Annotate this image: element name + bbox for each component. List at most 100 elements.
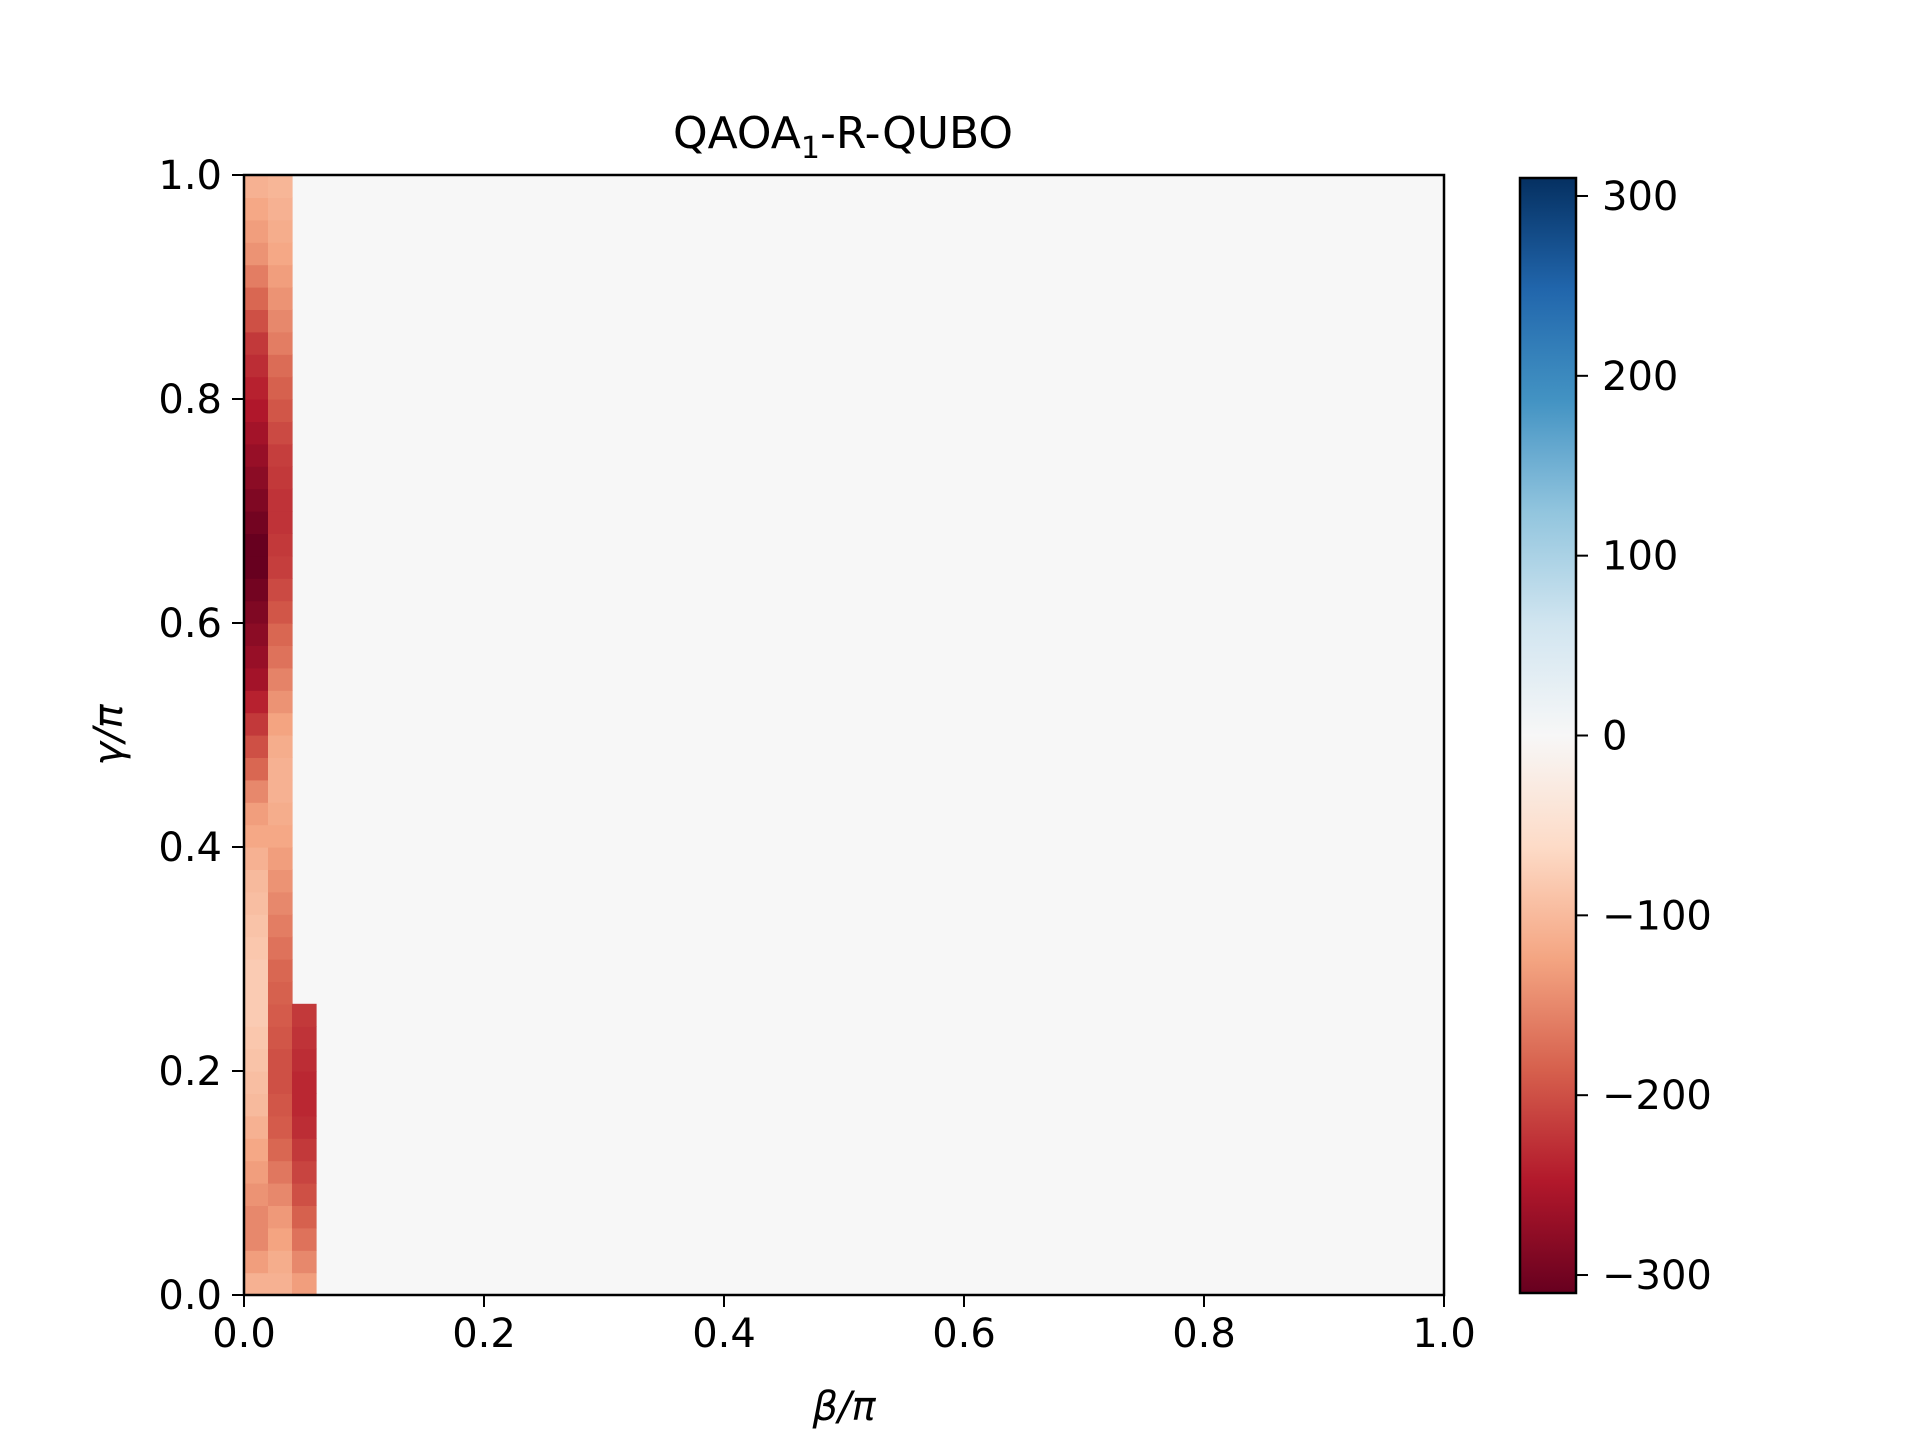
heatmap-cell	[244, 1160, 269, 1184]
heatmap-cell	[292, 1026, 317, 1050]
plot-frame	[242, 173, 1446, 1297]
heatmap-cell	[292, 1272, 317, 1296]
heatmap-cell	[244, 1183, 269, 1206]
colorbar-tick-label: −200	[1602, 1073, 1712, 1119]
heatmap-cell	[268, 735, 293, 758]
heatmap-cell	[292, 1160, 317, 1184]
heatmap-cell	[268, 242, 293, 266]
heatmap-cell	[244, 533, 269, 557]
x-tick-label: 1.0	[1412, 1311, 1476, 1357]
heatmap-cell	[244, 600, 269, 624]
x-axis-label: β/π	[811, 1384, 876, 1430]
heatmap-cell	[244, 936, 269, 960]
heatmap-cell	[244, 1138, 269, 1162]
heatmap-cell	[244, 757, 269, 781]
heatmap-cell	[268, 1183, 293, 1206]
heatmap-cell	[268, 936, 293, 960]
heatmap-cell	[268, 959, 293, 982]
heatmap-cell	[244, 466, 269, 490]
heatmap-cell	[244, 488, 269, 512]
heatmap-cell	[292, 1250, 317, 1274]
heatmap-cell	[244, 981, 269, 1005]
heatmap-cell	[244, 354, 269, 378]
heatmap-cell	[268, 1003, 293, 1027]
colorbar-tick-label: 300	[1602, 174, 1678, 220]
heatmap-cell	[292, 1093, 317, 1117]
heatmap-cell	[244, 914, 269, 938]
heatmap-cell	[268, 219, 293, 243]
heatmap-cell	[268, 578, 293, 602]
heatmap-cell	[268, 847, 293, 870]
heatmap-cell	[244, 869, 269, 893]
heatmap-cell	[244, 779, 269, 803]
heatmap-cell	[244, 1250, 269, 1274]
heatmap-cell	[244, 623, 269, 646]
heatmap-cell	[244, 242, 269, 266]
y-axis-label: γ/π	[86, 703, 132, 765]
x-tick-label: 0.6	[932, 1311, 996, 1357]
heatmap-cell	[268, 197, 293, 221]
heatmap-cell	[268, 1160, 293, 1184]
heatmap-cell	[292, 1138, 317, 1162]
heatmap-cell	[244, 376, 269, 400]
heatmap-cell	[244, 287, 269, 310]
y-tick-label: 0.4	[158, 825, 222, 871]
heatmap-cell	[244, 735, 269, 758]
heatmap-cell	[244, 555, 269, 579]
heatmap-cell	[292, 1115, 317, 1139]
heatmap-cell	[244, 802, 269, 826]
heatmap-cell	[244, 197, 269, 221]
heatmap-cell	[268, 488, 293, 512]
heatmap-cell	[268, 645, 293, 669]
y-tick-label: 0.8	[158, 377, 222, 423]
colorbar	[1520, 178, 1576, 1293]
heatmap-cell	[268, 1272, 293, 1296]
heatmap-cell	[244, 824, 269, 848]
heatmap-cell	[244, 712, 269, 736]
heatmap-cell	[244, 511, 269, 534]
heatmap-cell	[268, 824, 293, 848]
colorbar-tick-label: −100	[1602, 893, 1712, 939]
y-tick-label: 1.0	[158, 153, 222, 199]
heatmap-cells	[244, 175, 1444, 1296]
heatmap-cell	[268, 1093, 293, 1117]
heatmap-cell	[244, 1003, 269, 1027]
heatmap-cell	[244, 443, 269, 467]
heatmap-cell	[244, 891, 269, 915]
heatmap-cell	[268, 264, 293, 288]
heatmap-cell	[244, 1026, 269, 1050]
heatmap-cell	[268, 309, 293, 333]
heatmap-cell	[244, 578, 269, 602]
x-tick-label: 0.8	[1172, 1311, 1236, 1357]
y-axis: 0.0 0.2 0.4 0.6 0.8 1.0	[158, 153, 244, 1319]
heatmap-cell	[268, 1138, 293, 1162]
heatmap-cell	[268, 802, 293, 826]
heatmap-cell	[292, 1183, 317, 1206]
heatmap-cell	[268, 399, 293, 422]
heatmap-cell	[244, 959, 269, 982]
heatmap-cell	[268, 667, 293, 691]
heatmap-cell	[268, 1071, 293, 1094]
heatmap-background	[244, 175, 1444, 1295]
heatmap-cell	[244, 175, 269, 198]
heatmap-cell	[268, 779, 293, 803]
heatmap-cell	[244, 690, 269, 714]
x-tick-label: 0.4	[692, 1311, 756, 1357]
heatmap-cell	[292, 1003, 317, 1027]
heatmap-cell	[268, 981, 293, 1005]
heatmap-cell	[244, 645, 269, 669]
heatmap-cell	[244, 1093, 269, 1117]
heatmap-cell	[244, 421, 269, 445]
heatmap-cell	[244, 309, 269, 333]
heatmap-cell	[268, 1115, 293, 1139]
heatmap-cell	[244, 1048, 269, 1072]
y-tick-label: 0.6	[158, 601, 222, 647]
heatmap-cell	[244, 1272, 269, 1296]
heatmap-cell	[268, 1227, 293, 1251]
heatmap-cell	[268, 511, 293, 534]
heatmap-cell	[244, 264, 269, 288]
heatmap-cell	[244, 1115, 269, 1139]
heatmap-cell	[268, 623, 293, 646]
